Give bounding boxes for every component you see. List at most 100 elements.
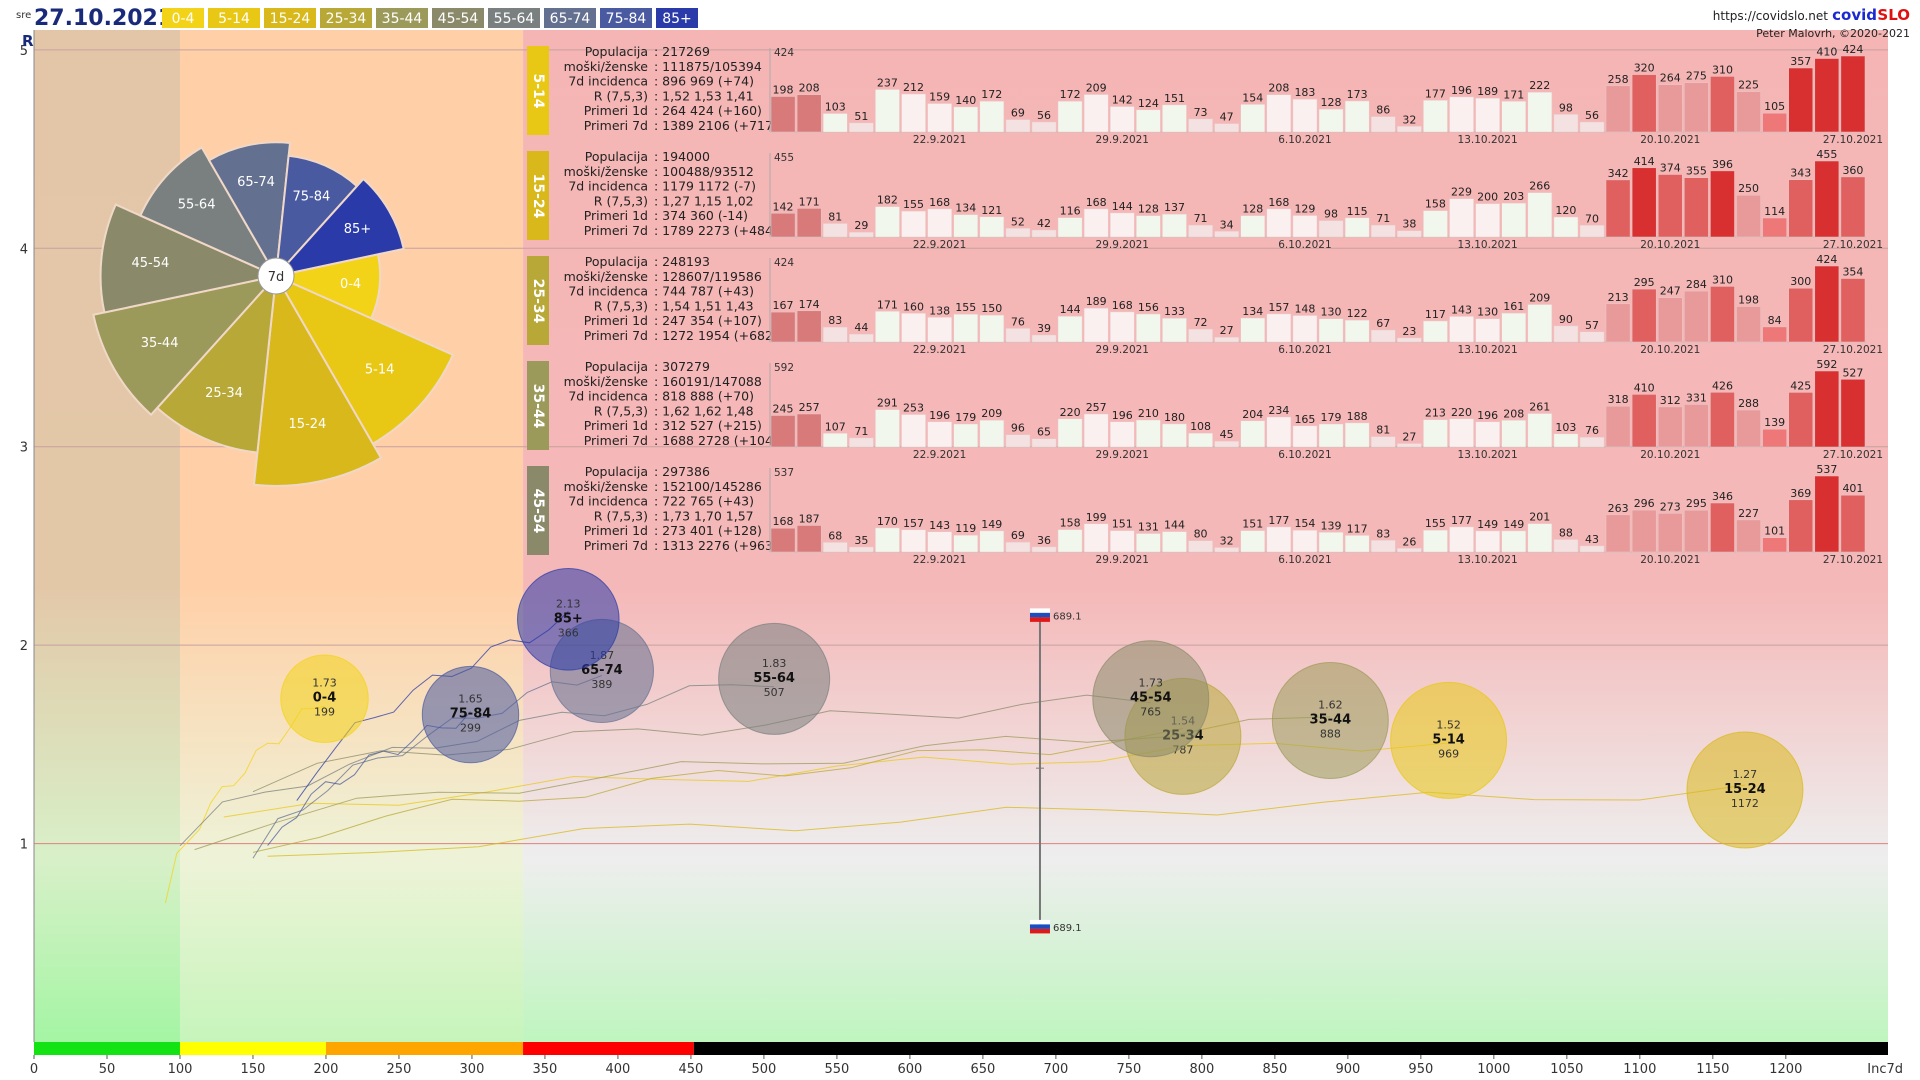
panel-bar [1840,176,1866,238]
panel-max-label: 455 [774,152,794,164]
panel-bar [1188,432,1213,448]
panel-bar-value: 36 [1037,534,1051,547]
panel-bar-value: 209 [1086,82,1107,95]
panel-bar-value: 156 [1138,301,1159,314]
panel-bar [901,93,926,133]
stat-value: : 264 424 (+160) [654,103,762,118]
panel-bar [1710,502,1735,553]
stat-value: : 128607/119586 [654,269,762,284]
bubble-name-label: 35-44 [1310,713,1352,728]
rose-slice-label: 75-84 [293,189,331,204]
panel-date-label: 6.10.2021 [1278,344,1331,356]
panel-bar-value: 76 [1585,424,1599,437]
flag-stripe-blue [1029,612,1050,618]
legend-label: 0-4 [172,11,195,27]
rose-slice-label: 5-14 [365,362,395,377]
panel-bar [1240,104,1266,133]
rose-slice-label: 0-4 [340,277,361,292]
bubble-inc-label: 888 [1320,728,1341,741]
panel-bar-value: 158 [1060,517,1081,530]
panel-bar-value: 144 [1112,200,1133,213]
bubble-35-44 [1271,662,1389,780]
panel-bar-value: 142 [1112,94,1133,107]
panel-bar-value: 131 [1138,520,1159,533]
panel-bar-value: 167 [773,299,794,312]
panel-bar-value: 90 [1559,313,1573,326]
stat-value: : 374 360 (-14) [654,208,748,223]
panel-bar-value: 312 [1660,394,1681,407]
stat-label: Populacija [585,44,648,59]
x-tick-label: 550 [824,1062,849,1077]
panel-bar-value: 220 [1060,406,1081,419]
panel-bar-value: 73 [1194,106,1208,119]
panel-bar [1710,286,1735,343]
panel-bar-value: 537 [1816,463,1837,476]
site-url[interactable]: https://covidslo.net [1713,9,1829,23]
bubble-name-label: 45-54 [1130,691,1172,706]
panel-bar [1605,405,1631,448]
panel-bar-value: 354 [1842,266,1863,279]
panel-bar [1344,319,1370,343]
panel-bar [1083,307,1109,343]
panel-25-34: 25-34 Populacija: 248193 moški/ženske: 128… [527,253,1883,356]
x-tick-label: 900 [1335,1062,1360,1077]
bubble-inc-label: 299 [460,722,481,735]
panel-bar [770,213,796,238]
panel-bar-value: 331 [1686,392,1707,405]
panel-bar-value: 174 [799,298,820,311]
panel-bar [1814,58,1840,133]
x-tick-label: 700 [1043,1062,1068,1077]
panel-bar-value: 237 [877,77,898,90]
panel-bar-value: 98 [1324,208,1338,221]
panel-bar [1579,331,1605,343]
panel-bar-value: 296 [1634,497,1655,510]
panel-bar [927,208,952,238]
panel-bar-value: 34 [1220,218,1234,231]
panel-bar [1162,317,1187,343]
panel-bar [1214,231,1239,238]
panel-bar-value: 101 [1764,525,1785,538]
panel-bar [1788,287,1814,343]
panel-group-tag [527,151,549,240]
panel-date-label: 27.10.2021 [1823,344,1883,356]
panel-bar [1762,217,1787,238]
panel-bar [1136,215,1161,238]
stat-label: Populacija [585,254,648,269]
trajectory-line [252,728,1183,853]
panel-date-label: 6.10.2021 [1278,239,1331,251]
panel-bar [1292,215,1318,238]
panel-bar [770,311,796,343]
legend-label: 75-84 [606,11,647,27]
panel-group-tag [527,466,549,555]
panel-bar [1292,98,1318,133]
panel-bar-value: 27 [1220,324,1234,337]
panel-bar [1657,406,1683,448]
panel-bar [1475,318,1500,343]
panel-bar-value: 374 [1660,162,1681,175]
panel-bar-value: 120 [1555,204,1576,217]
stat-value: : 1313 2276 (+963) [654,538,778,553]
panel-bar-value: 157 [1268,301,1289,314]
bubble-45-54 [1092,640,1210,758]
panel-bar-value: 23 [1402,325,1416,338]
panel-bar-value: 257 [799,401,820,414]
panel-bar [1188,540,1213,553]
panel-group-tag [527,256,549,345]
legend-swatch [264,8,316,28]
panel-bar-value: 266 [1529,180,1550,193]
x-tick-label: 1000 [1477,1062,1510,1077]
legend-swatch [544,8,596,28]
panel-bar [1240,420,1266,448]
panel-bar-value: 155 [955,301,976,314]
panel-bar [979,314,1005,343]
zone-bar [523,1042,694,1055]
panel-bar [796,310,822,343]
panel-date-label: 6.10.2021 [1278,449,1331,461]
stat-label: R (7,5,3) [594,508,648,523]
panel-bar [1188,328,1213,343]
stat-value: : 1,52 1,53 1,41 [654,88,754,103]
panel-date-label: 20.10.2021 [1640,554,1700,566]
panel-bar [1762,537,1787,553]
